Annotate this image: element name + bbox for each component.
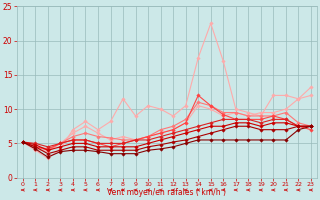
X-axis label: Vent moyen/en rafales ( km/h ): Vent moyen/en rafales ( km/h ) xyxy=(108,188,226,197)
